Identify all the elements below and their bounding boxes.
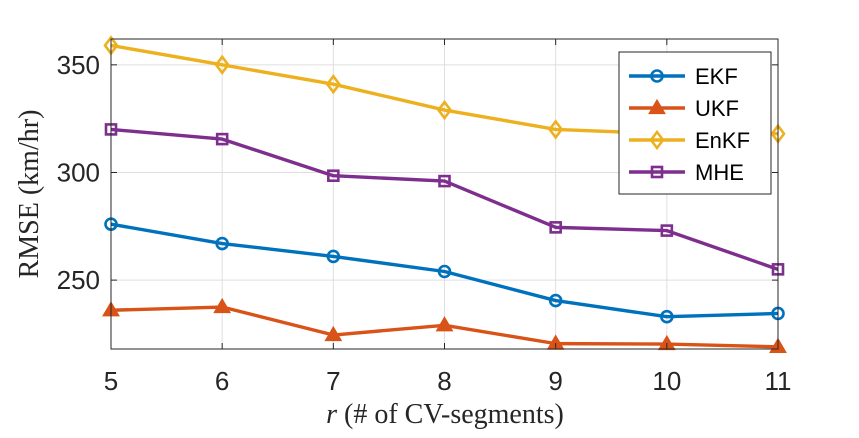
x-axis-title-rest: (# of CV-segments) — [337, 399, 564, 430]
data-point-ekf-8 — [437, 264, 452, 279]
x-axis-title-variable: r — [326, 399, 337, 430]
data-point-mhe-6 — [215, 132, 229, 146]
legend-label-ukf: UKF — [695, 96, 739, 121]
x-tick-label: 6 — [215, 366, 229, 396]
x-tick-label: 9 — [548, 366, 562, 396]
legend-item-enkf: EnKF — [629, 128, 750, 153]
x-tick-label: 11 — [765, 366, 792, 396]
y-tick-label: 300 — [57, 157, 100, 187]
legend-item-ekf: EKF — [629, 64, 738, 89]
legend-item-ukf: UKF — [629, 96, 739, 121]
data-point-ukf-6 — [213, 297, 232, 314]
tick-labels: 5 6 7 8 9 10 11 250 300 350 — [57, 50, 792, 396]
x-tick-label: 10 — [652, 366, 681, 396]
data-point-ekf-9 — [548, 293, 563, 308]
x-axis-title: r (# of CV-segments) — [326, 399, 564, 430]
legend-label-enkf: EnKF — [695, 128, 750, 153]
y-axis-title: RMSE (km/hr) — [14, 110, 45, 279]
legend: EKF UKF EnKF MHE — [618, 51, 772, 195]
data-point-ekf-7 — [326, 249, 341, 264]
series-line-mhe — [110, 127, 779, 271]
series-line-ekf — [110, 222, 779, 319]
ticks — [110, 39, 779, 349]
x-tick-label: 7 — [326, 366, 340, 396]
data-point-enkf-8 — [436, 99, 453, 121]
y-tick-label: 250 — [57, 265, 100, 295]
y-tick-label: 350 — [57, 50, 100, 80]
legend-marker-ekf — [650, 69, 664, 83]
data-point-enkf-9 — [548, 119, 564, 140]
data-point-ekf-10 — [660, 309, 674, 324]
legend-marker-mhe — [650, 165, 664, 179]
legend-marker-ukf — [648, 98, 666, 115]
legend-label-ekf: EKF — [695, 64, 738, 89]
data-point-enkf-6 — [214, 54, 230, 75]
data-point-mhe-7 — [327, 169, 340, 183]
data-point-ekf-6 — [215, 236, 229, 251]
x-tick-label: 8 — [437, 366, 451, 396]
data-point-ukf-7 — [324, 325, 343, 342]
data-point-enkf-7 — [325, 74, 341, 95]
legend-marker-enkf — [649, 129, 665, 151]
legend-label-mhe: MHE — [695, 160, 744, 185]
data-point-ukf-8 — [435, 316, 454, 332]
data-point-mhe-9 — [549, 221, 562, 234]
data-point-mhe-8 — [438, 174, 451, 188]
legend-item-mhe: MHE — [629, 160, 744, 185]
data-point-mhe-10 — [660, 224, 674, 237]
x-tick-label: 5 — [104, 366, 118, 396]
